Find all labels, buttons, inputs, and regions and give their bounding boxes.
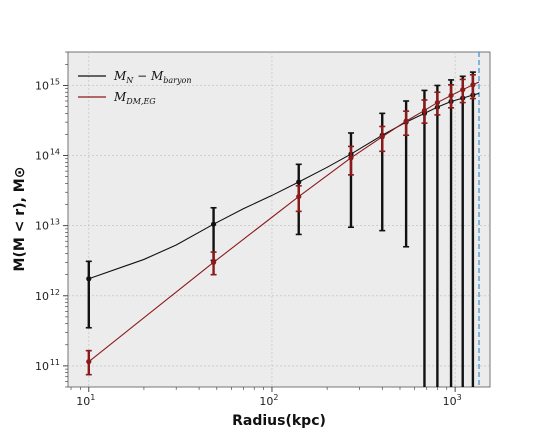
y-tick-label-3: 1014 bbox=[35, 148, 60, 163]
plot-background bbox=[67, 51, 491, 388]
series-layer bbox=[85, 71, 480, 387]
data-point-1-6 bbox=[421, 107, 428, 114]
data-point-0-1 bbox=[210, 221, 217, 227]
y-tick-label-0: 1011 bbox=[35, 358, 60, 373]
legend: MN − Mbaryon MDM,EG bbox=[78, 69, 191, 106]
legend-label-0: MN − Mbaryon bbox=[113, 69, 191, 85]
data-point-1-0 bbox=[86, 359, 92, 365]
data-point-1-3 bbox=[348, 155, 354, 161]
y-axis-label: M(M < r), M⊙ bbox=[12, 167, 28, 272]
data-point-1-7 bbox=[434, 99, 440, 106]
data-point-0-0 bbox=[86, 276, 92, 282]
x-tick-label-1: 102 bbox=[259, 393, 278, 408]
y-tick-label-2: 1013 bbox=[35, 218, 60, 233]
x-axis-label: Radius(kpc) bbox=[232, 413, 326, 429]
data-point-1-10 bbox=[470, 82, 476, 88]
data-point-1-8 bbox=[448, 92, 454, 99]
y-tick-label-4: 1015 bbox=[35, 77, 60, 92]
series-1 bbox=[85, 73, 480, 376]
data-point-1-1 bbox=[210, 259, 217, 265]
x-tick-label-0: 101 bbox=[76, 393, 95, 408]
y-tick-label-1: 1012 bbox=[35, 288, 60, 303]
legend-label-1: MDM,EG bbox=[113, 90, 156, 106]
x-tick-label-2: 103 bbox=[443, 393, 462, 408]
data-point-1-4 bbox=[379, 134, 385, 140]
data-point-1-5 bbox=[403, 118, 409, 124]
data-point-0-2 bbox=[296, 179, 302, 185]
data-point-1-2 bbox=[296, 193, 302, 200]
data-point-1-9 bbox=[460, 87, 466, 93]
